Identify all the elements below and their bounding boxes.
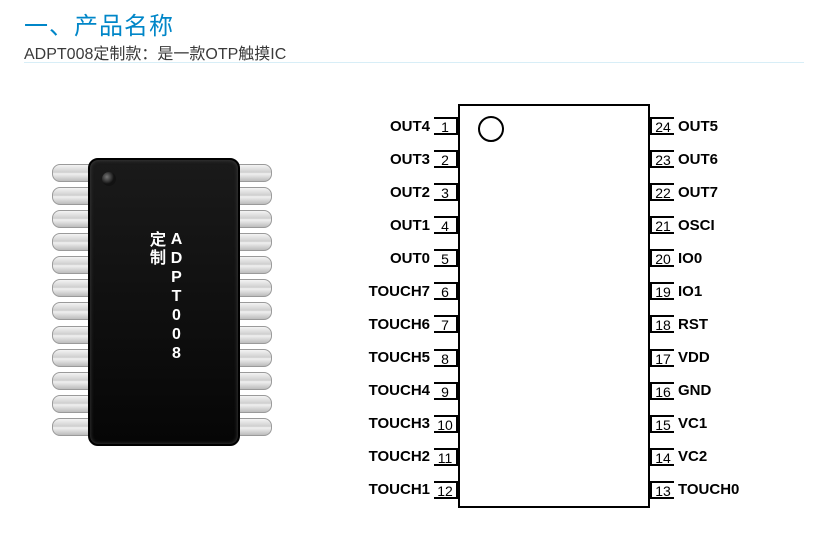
- pin-number: 16: [650, 382, 674, 400]
- pin-number: 5: [434, 249, 458, 267]
- pinout-pins-right: 24OUT523OUT622OUT721OSCI20IO019IO118RST1…: [650, 116, 776, 500]
- pinout-pin: 18RST: [650, 314, 708, 334]
- pin-number: 1: [434, 117, 458, 135]
- pin-number: 24: [650, 117, 674, 135]
- pin-name: RST: [678, 316, 708, 333]
- pin-name: OUT6: [678, 151, 718, 168]
- pinout-pin: 16GND: [650, 381, 711, 401]
- pin-name: TOUCH0: [678, 481, 739, 498]
- pinout-pin: TOUCH58: [369, 348, 458, 368]
- pinout-pin: TOUCH67: [369, 314, 458, 334]
- pinout-body: [458, 104, 650, 508]
- pinout-pin: 23OUT6: [650, 149, 718, 169]
- pin-name: GND: [678, 382, 711, 399]
- pin-name: OUT5: [678, 118, 718, 135]
- pin-name: VDD: [678, 349, 710, 366]
- pinout-pin: OUT41: [390, 116, 458, 136]
- pinout-pin: TOUCH76: [369, 281, 458, 301]
- pin-name: OUT0: [390, 250, 430, 267]
- section-divider: [24, 62, 804, 63]
- page: 一、产品名称 ADPT008定制款：是一款OTP触摸IC ADPT008定制 O…: [0, 0, 835, 539]
- pinout-pin: 22OUT7: [650, 182, 718, 202]
- pin-name: OUT3: [390, 151, 430, 168]
- pin-number: 22: [650, 183, 674, 201]
- chip-label: ADPT008定制: [143, 231, 185, 373]
- pin-number: 13: [650, 481, 674, 499]
- pinout-pin: OUT23: [390, 182, 458, 202]
- heading-text: 一、产品名称: [24, 13, 174, 40]
- pin-number: 18: [650, 315, 674, 333]
- pin-name: VC1: [678, 415, 707, 432]
- pin-name: IO1: [678, 283, 702, 300]
- pin-name: VC2: [678, 448, 707, 465]
- subtitle-text: ADPT008定制款：是一款OTP触摸IC: [24, 46, 286, 63]
- pin-number: 15: [650, 415, 674, 433]
- pinout-pin: 17VDD: [650, 348, 710, 368]
- pin-name: OUT2: [390, 184, 430, 201]
- pin-number: 7: [434, 315, 458, 333]
- pinout-pin: OUT32: [390, 149, 458, 169]
- pin-name: OSCI: [678, 217, 715, 234]
- pin-number: 10: [434, 415, 458, 433]
- pinout-pin: OUT14: [390, 215, 458, 235]
- pinout-pin: OUT05: [390, 248, 458, 268]
- pinout-pin: 14VC2: [650, 447, 707, 467]
- pin-name: OUT4: [390, 118, 430, 135]
- chip-body: ADPT008定制: [88, 158, 240, 446]
- pinout-pin: TOUCH49: [369, 381, 458, 401]
- section-subtitle: ADPT008定制款：是一款OTP触摸IC: [24, 40, 286, 64]
- pinout-diagram: OUT41OUT32OUT23OUT14OUT05TOUCH76TOUCH67T…: [332, 104, 778, 518]
- pin-number: 8: [434, 349, 458, 367]
- section-heading: 一、产品名称: [24, 6, 174, 41]
- chip-pin1-dot-icon: [102, 172, 116, 186]
- pinout-pin: 19IO1: [650, 281, 702, 301]
- pinout-pin: 15VC1: [650, 414, 707, 434]
- pin-name: OUT7: [678, 184, 718, 201]
- pin-number: 20: [650, 249, 674, 267]
- pin-name: IO0: [678, 250, 702, 267]
- pin-number: 6: [434, 282, 458, 300]
- pin-number: 21: [650, 216, 674, 234]
- pin-name: TOUCH6: [369, 316, 430, 333]
- pin-number: 23: [650, 150, 674, 168]
- pin-number: 19: [650, 282, 674, 300]
- pin-number: 17: [650, 349, 674, 367]
- pinout-pin1-notch-icon: [478, 116, 504, 142]
- pinout-pin: 21OSCI: [650, 215, 715, 235]
- pinout-pins-left: OUT41OUT32OUT23OUT14OUT05TOUCH76TOUCH67T…: [332, 116, 458, 500]
- pin-number: 4: [434, 216, 458, 234]
- pinout-pin: 13TOUCH0: [650, 480, 739, 500]
- pinout-pin: TOUCH211: [369, 447, 458, 467]
- pin-number: 9: [434, 382, 458, 400]
- pin-name: OUT1: [390, 217, 430, 234]
- pinout-pin: 24OUT5: [650, 116, 718, 136]
- pin-number: 11: [434, 448, 458, 466]
- chip-illustration: ADPT008定制: [52, 158, 272, 442]
- pin-name: TOUCH3: [369, 415, 430, 432]
- pin-name: TOUCH5: [369, 349, 430, 366]
- pin-number: 3: [434, 183, 458, 201]
- pin-name: TOUCH1: [369, 481, 430, 498]
- pin-number: 14: [650, 448, 674, 466]
- pinout-pin: TOUCH310: [369, 414, 458, 434]
- pin-name: TOUCH4: [369, 382, 430, 399]
- pinout-pin: 20IO0: [650, 248, 702, 268]
- pin-name: TOUCH7: [369, 283, 430, 300]
- pin-number: 2: [434, 150, 458, 168]
- pinout-pin: TOUCH112: [369, 480, 458, 500]
- pin-number: 12: [434, 481, 458, 499]
- pin-name: TOUCH2: [369, 448, 430, 465]
